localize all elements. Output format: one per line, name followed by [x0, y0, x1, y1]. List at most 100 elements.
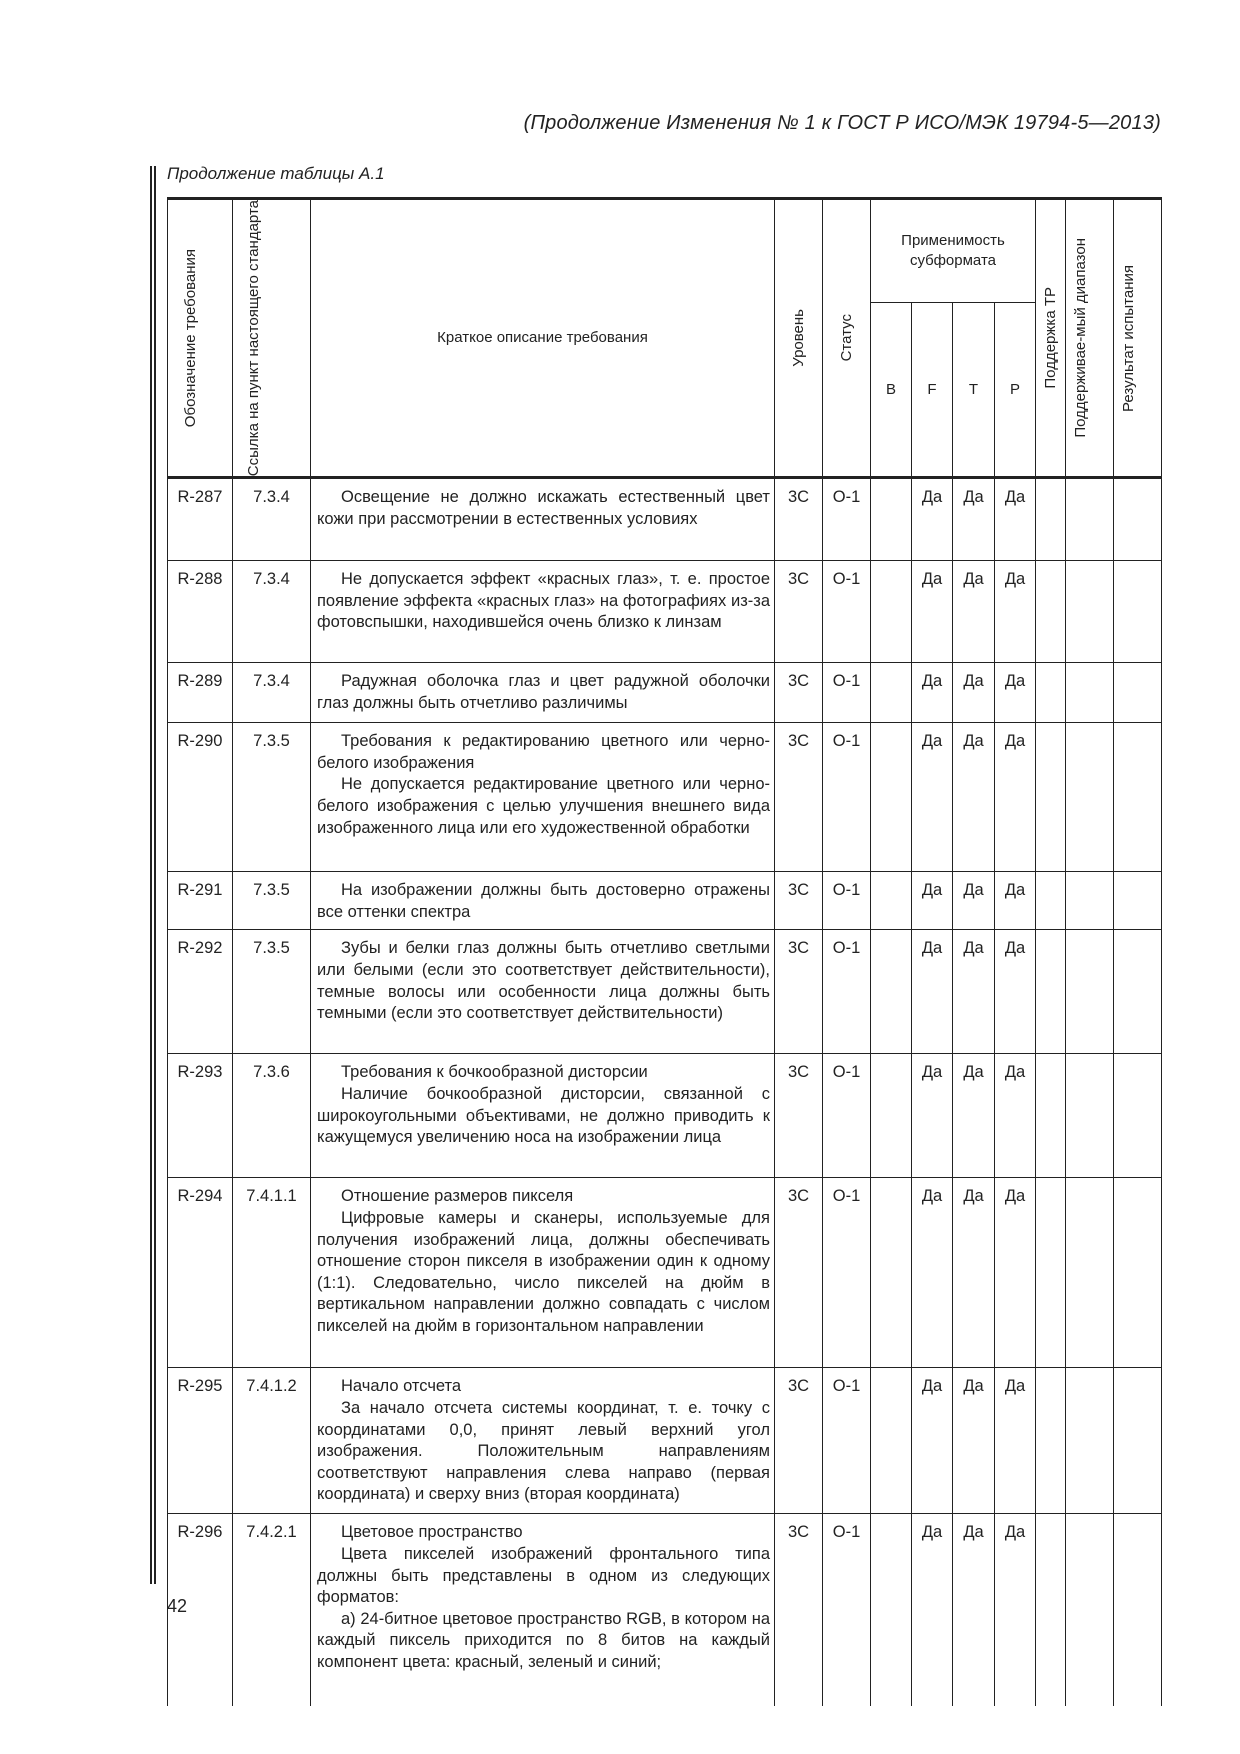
subformat-f: Да	[911, 1513, 953, 1706]
status: О-1	[822, 929, 871, 1055]
requirement-description: Начало отсчета За начало отсчета системы …	[310, 1367, 775, 1515]
level: 3С	[774, 1053, 823, 1179]
tp-support	[1035, 1053, 1067, 1179]
tp-support	[1035, 477, 1067, 562]
subformat-p: Да	[993, 1053, 1037, 1179]
table-row: R-288 7.3.4 Не допускается эффект «красных…	[167, 560, 1163, 664]
level: 3С	[774, 560, 823, 664]
subformat-t: Да	[952, 1513, 995, 1706]
description-paragraph: Наличие бочкообразной дисторсии, связанн…	[317, 1084, 770, 1147]
header-sub-t: T	[952, 301, 995, 480]
standard-ref: 7.3.5	[232, 871, 311, 931]
requirement-description: Освещение не должно искажать естественны…	[310, 477, 775, 562]
supported-range	[1065, 871, 1115, 931]
description-paragraph: а) 24-битное цветовое пространство RGB, …	[317, 1609, 770, 1671]
subformat-p: Да	[993, 929, 1037, 1055]
subformat-t: Да	[952, 1367, 995, 1515]
subformat-p: Да	[993, 1367, 1037, 1515]
description-paragraph: Не допускается эффект «красных глаз», т.…	[317, 570, 770, 632]
status: О-1	[822, 662, 871, 724]
requirement-description: Не допускается эффект «красных глаз», т.…	[310, 560, 775, 664]
description-paragraph: На изображении должны быть достоверно от…	[317, 881, 770, 921]
requirement-id: R-290	[167, 722, 233, 873]
standard-ref: 7.4.1.1	[232, 1177, 311, 1369]
requirement-id: R-295	[167, 1367, 233, 1515]
description-paragraph: Требования к редактированию цветного или…	[317, 732, 770, 772]
description-paragraph: Не допускается редактирование цветного и…	[317, 775, 770, 837]
subformat-b	[870, 1367, 912, 1515]
status: О-1	[822, 871, 871, 931]
tp-support	[1035, 1177, 1067, 1369]
page-number: 42	[167, 1596, 188, 1616]
test-result	[1113, 871, 1163, 931]
test-result	[1113, 477, 1163, 562]
tp-support	[1035, 871, 1067, 931]
standard-ref: 7.4.1.2	[232, 1367, 311, 1515]
level: 3С	[774, 722, 823, 873]
description-paragraph: Цифровые камеры и сканеры, используемые …	[317, 1208, 770, 1335]
level: 3С	[774, 929, 823, 1055]
status: О-1	[822, 1367, 871, 1515]
status: О-1	[822, 560, 871, 664]
tp-support	[1035, 929, 1067, 1055]
subformat-f: Да	[911, 1053, 953, 1179]
table-row: R-287 7.3.4 Освещение не должно искажать е…	[167, 477, 1163, 562]
header-status: Статус	[822, 196, 871, 480]
supported-range	[1065, 477, 1115, 562]
requirement-id: R-296	[167, 1513, 233, 1706]
test-result	[1113, 1367, 1163, 1515]
level: 3С	[774, 662, 823, 724]
supported-range	[1065, 1367, 1115, 1515]
subformat-b	[870, 871, 912, 931]
table-row: R-289 7.3.4 Радужная оболочка глаз и цвет …	[167, 662, 1163, 724]
status: О-1	[822, 1053, 871, 1179]
header-tp: Поддержка ТР	[1035, 196, 1067, 480]
subformat-b	[870, 662, 912, 724]
tp-support	[1035, 560, 1067, 664]
test-result	[1113, 929, 1163, 1055]
requirement-description: Цветовое пространство Цвета пикселей изоб…	[310, 1513, 775, 1706]
requirement-description: На изображении должны быть достоверно от…	[310, 871, 775, 931]
table-row: R-293 7.3.6 Требования к бочкообразной дис…	[167, 1053, 1163, 1179]
table-row: R-291 7.3.5 На изображении должны быть дос…	[167, 871, 1163, 931]
subformat-p: Да	[993, 1177, 1037, 1369]
subformat-t: Да	[952, 722, 995, 873]
subformat-b	[870, 722, 912, 873]
subformat-b	[870, 560, 912, 664]
requirement-id: R-289	[167, 662, 233, 724]
test-result	[1113, 1177, 1163, 1369]
tp-support	[1035, 1367, 1067, 1515]
requirement-id: R-294	[167, 1177, 233, 1369]
requirement-id: R-291	[167, 871, 233, 931]
subformat-f: Да	[911, 929, 953, 1055]
subformat-t: Да	[952, 662, 995, 724]
standard-ref: 7.3.6	[232, 1053, 311, 1179]
subformat-t: Да	[952, 1053, 995, 1179]
subformat-f: Да	[911, 722, 953, 873]
status: О-1	[822, 477, 871, 562]
requirement-id: R-292	[167, 929, 233, 1055]
requirement-id: R-287	[167, 477, 233, 562]
test-result	[1113, 1053, 1163, 1179]
requirements-table: Обозначение требования Ссылка на пункт н…	[167, 196, 1163, 1706]
subformat-b	[870, 1053, 912, 1179]
description-paragraph: Зубы и белки глаз должны быть отчетливо …	[317, 939, 770, 1023]
requirement-id: R-293	[167, 1053, 233, 1179]
test-result	[1113, 662, 1163, 724]
subformat-p: Да	[993, 1513, 1037, 1706]
header-sub-b: B	[870, 301, 912, 480]
header-sub-p: P	[993, 301, 1037, 480]
header-id: Обозначение требования	[167, 196, 233, 480]
description-paragraph: Начало отсчета	[341, 1377, 462, 1396]
supported-range	[1065, 722, 1115, 873]
change-margin-bar	[150, 166, 156, 1584]
test-result	[1113, 722, 1163, 873]
subformat-f: Да	[911, 560, 953, 664]
requirement-description: Зубы и белки глаз должны быть отчетливо …	[310, 929, 775, 1055]
status: О-1	[822, 1513, 871, 1706]
supported-range	[1065, 1513, 1115, 1706]
header-applicability: Применимость субформата	[869, 197, 1037, 303]
description-paragraph: Требования к бочкообразной дисторсии	[341, 1063, 648, 1082]
subformat-t: Да	[952, 560, 995, 664]
subformat-t: Да	[952, 871, 995, 931]
